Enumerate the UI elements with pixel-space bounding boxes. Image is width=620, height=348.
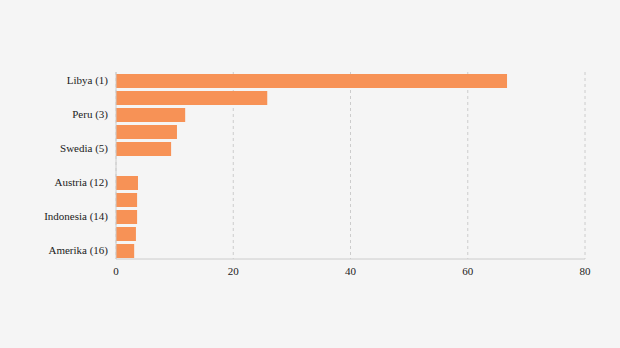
svg-text:Swedia (5): Swedia (5) — [60, 142, 108, 155]
svg-text:Indonesia (14): Indonesia (14) — [44, 210, 108, 223]
svg-text:60: 60 — [462, 265, 474, 277]
svg-text:Libya (1): Libya (1) — [67, 74, 109, 87]
svg-text:Peru (3): Peru (3) — [72, 108, 108, 121]
svg-text:40: 40 — [345, 265, 357, 277]
svg-text:Austria (12): Austria (12) — [55, 176, 109, 189]
svg-text:0: 0 — [113, 265, 119, 277]
svg-text:20: 20 — [228, 265, 240, 277]
svg-text:Amerika (16): Amerika (16) — [48, 244, 108, 257]
svg-text:80: 80 — [580, 265, 592, 277]
